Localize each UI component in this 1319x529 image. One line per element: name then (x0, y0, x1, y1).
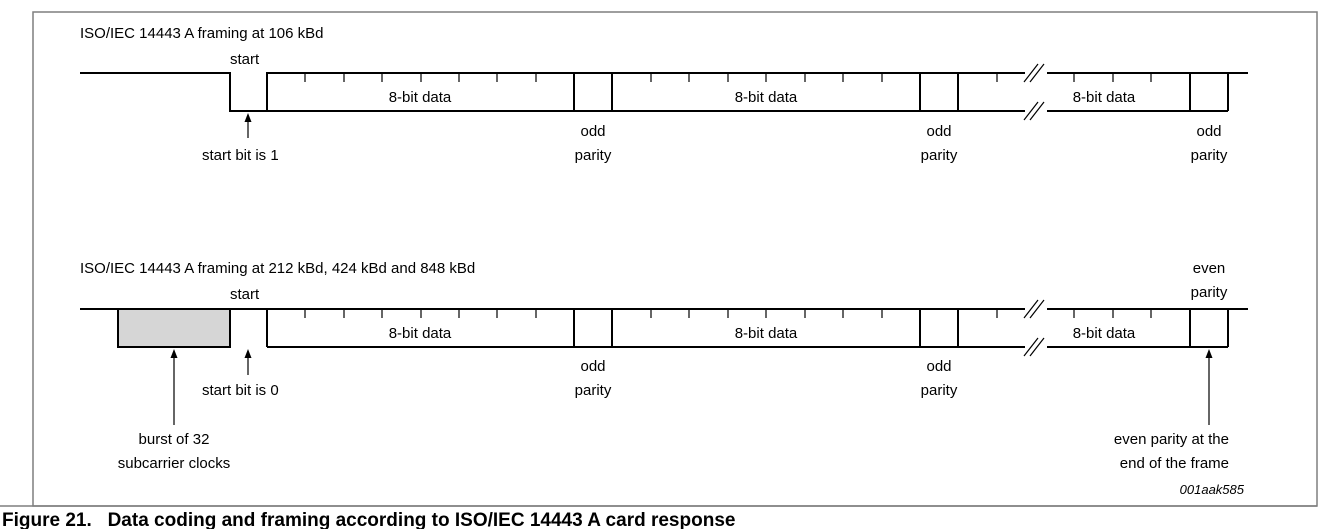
burst-block (117, 308, 231, 348)
bottom-start-note: start bit is 0 (202, 382, 279, 399)
bottom-even-label-line2: parity (1191, 284, 1228, 301)
even-parity-arrow (1205, 349, 1213, 425)
bottom-data-label-1: 8-bit data (389, 325, 452, 342)
bottom-even-label-line1: even (1193, 260, 1226, 277)
top-data-label-2: 8-bit data (735, 89, 798, 106)
burst-arrow (170, 349, 178, 425)
bottom-start-label: start (230, 286, 260, 303)
even-note-line2: end of the frame (1120, 455, 1229, 472)
bottom-odd-2-line2: parity (921, 382, 958, 399)
top-waveform (80, 72, 1248, 112)
top-ticks (304, 73, 1152, 82)
bottom-break-mark (1023, 299, 1047, 357)
top-data-label-1: 8-bit data (389, 89, 452, 106)
top-break-mark (1023, 63, 1047, 121)
burst-note-line2: subcarrier clocks (118, 455, 231, 472)
bottom-odd-2-line1: odd (926, 358, 951, 375)
bottom-start-arrow (244, 349, 252, 375)
bottom-data-label-2: 8-bit data (735, 325, 798, 342)
top-odd-2-line2: parity (921, 147, 958, 164)
bottom-start-bit (229, 309, 268, 347)
bottom-ticks (304, 309, 1152, 318)
figure-caption: Figure 21. Data coding and framing accor… (2, 510, 735, 529)
top-start-note: start bit is 1 (202, 147, 279, 164)
top-odd-2-line1: odd (926, 123, 951, 140)
top-start-label: start (230, 51, 260, 68)
bottom-title: ISO/IEC 14443 A framing at 212 kBd, 424 … (80, 260, 475, 277)
top-data-label-3: 8-bit data (1073, 89, 1136, 106)
bottom-data-label-3: 8-bit data (1073, 325, 1136, 342)
top-odd-1-line1: odd (580, 123, 605, 140)
top-signal-line (80, 72, 1248, 112)
figure-code: 001aak585 (1180, 482, 1245, 497)
top-title: ISO/IEC 14443 A framing at 106 kBd (80, 25, 323, 42)
bottom-waveform (80, 308, 1248, 348)
top-odd-1-line2: parity (575, 147, 612, 164)
bottom-odd-1-line2: parity (575, 382, 612, 399)
top-odd-3-line1: odd (1196, 123, 1221, 140)
bottom-odd-1-line1: odd (580, 358, 605, 375)
burst-note-line1: burst of 32 (139, 431, 210, 448)
top-start-arrow (244, 113, 252, 138)
top-odd-3-line2: parity (1191, 147, 1228, 164)
even-note-line1: even parity at the (1114, 431, 1229, 448)
